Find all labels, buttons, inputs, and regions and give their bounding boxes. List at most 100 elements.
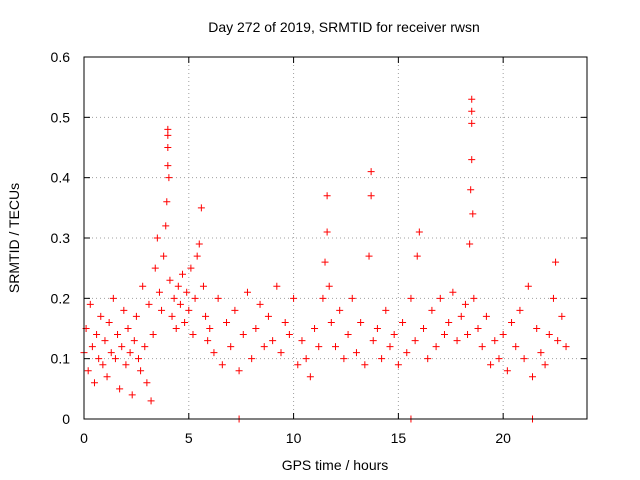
data-point [239,331,247,339]
data-point [277,349,285,357]
y-tick-label: 0.6 [51,49,71,65]
data-point [86,300,94,308]
data-point [164,144,172,151]
data-point [252,325,260,332]
data-point [323,192,331,200]
data-point [166,276,174,284]
y-tick-label: 0 [62,411,70,427]
data-point [90,379,98,387]
data-point [176,300,184,308]
data-point [352,349,360,357]
data-point [302,355,310,363]
data-point [130,337,138,345]
data-point [170,294,178,302]
data-point [558,312,566,320]
data-point [344,331,352,339]
x-tick-label: 15 [391,430,407,446]
data-point [199,282,207,290]
data-point [503,367,511,375]
data-point [315,343,323,351]
data-point [168,312,176,320]
data-point [118,343,126,351]
data-point [482,312,490,320]
data-point [139,282,147,290]
data-point [365,252,373,260]
data-point [149,331,157,339]
data-point [325,282,333,290]
data-point [273,282,281,290]
data-point [183,288,191,296]
y-tick-label: 0.4 [51,170,71,186]
data-point [294,361,302,369]
data-point [369,337,377,345]
x-axis-label: GPS time / hours [282,457,389,473]
data-point [147,397,155,405]
data-point [361,361,369,369]
data-point [390,331,398,339]
data-point [158,306,166,314]
data-point [218,361,226,369]
data-point [124,325,132,332]
data-point [107,349,115,357]
data-point [495,355,503,363]
data-point [256,300,264,308]
data-point [512,343,520,351]
data-point [164,162,172,170]
data-point [562,343,570,351]
data-point [84,367,92,375]
data-point [468,156,476,164]
data-point [116,385,124,393]
data-point [231,306,239,314]
data-point [155,288,163,296]
data-point [97,312,105,320]
data-point [164,131,172,139]
data-point [235,367,243,375]
data-point [204,337,212,345]
data-point [248,355,256,363]
data-point [93,331,101,339]
data-point [99,361,107,369]
data-point [214,294,222,302]
data-point [243,288,251,296]
data-point [467,186,475,194]
data-point [223,318,231,326]
data-point [111,355,119,363]
data-point [101,337,109,345]
data-point [122,361,130,369]
data-point [163,198,171,206]
data-point [464,331,472,339]
data-point [468,107,476,115]
data-point [285,331,293,339]
ticks-layer [83,56,587,420]
data-point [367,192,375,200]
data-point [264,312,272,320]
data-point [468,95,476,103]
data-point [327,318,335,326]
data-point [172,325,180,332]
data-point [120,306,128,314]
data-point [461,300,469,308]
x-tick-label: 5 [185,430,193,446]
data-point [181,318,189,326]
data-point [145,300,153,308]
y-axis-label: SRMTID / TECUs [6,183,22,293]
data-point [151,264,159,272]
chart-title: Day 272 of 2019, SRMTID for receiver rws… [208,19,480,35]
data-point [403,349,411,357]
data-point [424,355,432,363]
x-tick-label: 10 [286,430,302,446]
data-point [470,294,478,302]
data-point [141,343,149,351]
y-tick-label: 0.3 [51,230,71,246]
data-point [541,361,549,369]
data-point [206,325,214,332]
data-point [260,343,268,351]
data-point [382,306,390,314]
data-point [413,252,421,260]
data-point [440,331,448,339]
data-point [378,355,386,363]
data-point [552,258,560,266]
data-point [143,379,151,387]
data-point [399,318,407,326]
data-point [348,294,356,302]
